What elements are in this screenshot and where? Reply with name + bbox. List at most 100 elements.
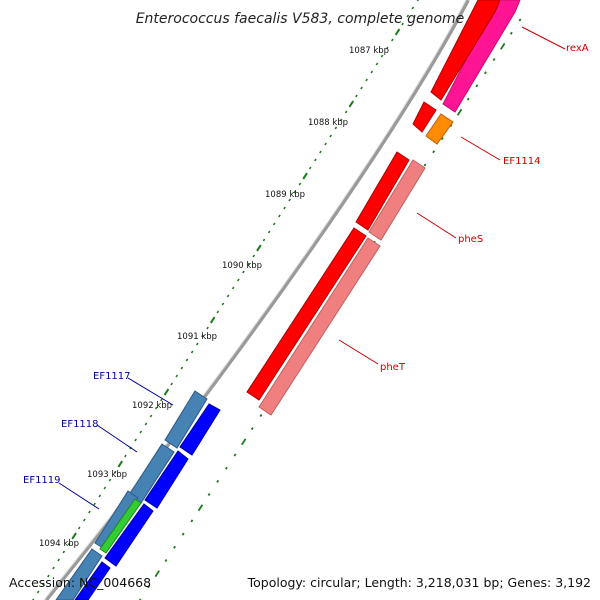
gene-EF1117-blue[interactable] xyxy=(179,403,221,456)
label-EF1117: EF1117 xyxy=(93,371,131,382)
minor-tick-mark xyxy=(88,510,91,514)
minor-tick-mark xyxy=(190,519,194,523)
major-tick-mark xyxy=(256,244,262,252)
gene-EF1114[interactable] xyxy=(425,113,454,145)
minor-tick-mark xyxy=(293,190,297,194)
gene-red-upper[interactable] xyxy=(430,0,501,101)
minor-tick-mark xyxy=(98,494,102,498)
minor-tick-mark xyxy=(173,545,176,549)
minor-tick-mark xyxy=(62,550,66,554)
minor-tick-mark xyxy=(259,414,263,417)
minor-tick-mark xyxy=(206,326,209,330)
minor-tick-mark xyxy=(180,366,184,370)
accession-text: Accession: NC_004668 xyxy=(9,575,151,590)
minor-tick-mark xyxy=(385,46,389,50)
minor-tick-mark xyxy=(233,453,237,457)
label-rexA: rexA xyxy=(566,43,589,54)
minor-tick-mark xyxy=(41,582,45,586)
minor-tick-mark xyxy=(216,310,220,314)
major-tick-mark xyxy=(240,438,247,446)
minor-tick-mark xyxy=(185,358,189,362)
minor-tick-mark xyxy=(181,532,185,536)
label-EF1114: EF1114 xyxy=(503,156,541,167)
minor-tick-mark xyxy=(113,470,117,474)
gene-EF1119-green[interactable] xyxy=(99,498,142,554)
minor-tick-mark xyxy=(267,230,271,234)
major-tick-mark xyxy=(197,504,204,512)
gene-lower-steel[interactable] xyxy=(55,548,103,600)
minor-tick-mark xyxy=(83,518,86,522)
gene-small-red[interactable] xyxy=(412,101,437,133)
tick-label: 1089 kbp xyxy=(265,190,305,200)
minor-tick-mark xyxy=(344,110,348,114)
topology-text: Topology: circular; Length: 3,218,031 bp… xyxy=(247,575,591,590)
gene-EF1117[interactable] xyxy=(164,390,208,449)
minor-tick-mark xyxy=(242,270,245,274)
tick-label: 1094 kbp xyxy=(39,539,79,549)
minor-tick-mark xyxy=(360,86,363,90)
major-tick-mark xyxy=(500,42,506,50)
minor-tick-mark xyxy=(144,422,148,426)
minor-tick-mark xyxy=(252,254,256,258)
gene-pheT-red[interactable] xyxy=(246,227,367,401)
minor-tick-mark xyxy=(226,294,230,298)
minor-tick-mark xyxy=(103,486,107,490)
map-title: Enterococcus faecalis V583, complete gen… xyxy=(136,11,465,27)
minor-tick-mark xyxy=(329,134,333,138)
minor-tick-mark xyxy=(36,590,40,594)
gene-pheS[interactable] xyxy=(368,159,426,241)
minor-tick-mark xyxy=(247,262,250,266)
major-tick-mark xyxy=(302,172,308,180)
minor-tick-mark xyxy=(195,342,199,346)
minor-tick-mark xyxy=(147,585,151,589)
tick-label: 1091 kbp xyxy=(177,332,217,342)
gene-pheT[interactable] xyxy=(258,237,381,416)
label-EF1119: EF1119 xyxy=(23,475,61,486)
minor-tick-mark xyxy=(124,454,127,458)
minor-tick-mark xyxy=(52,566,55,570)
minor-tick-mark xyxy=(32,598,35,600)
major-tick-mark xyxy=(456,108,463,116)
minor-tick-mark xyxy=(108,478,112,482)
minor-tick-mark xyxy=(298,182,302,186)
minor-tick-mark xyxy=(288,198,291,202)
minor-tick-mark xyxy=(375,62,379,66)
minor-tick-mark xyxy=(190,350,194,354)
minor-tick-mark xyxy=(160,398,163,402)
tick-label: 1090 kbp xyxy=(222,261,262,271)
gene-EF1118-blue[interactable] xyxy=(144,450,189,509)
minor-tick-mark xyxy=(149,414,153,418)
major-tick-mark xyxy=(209,316,216,324)
minor-tick-mark xyxy=(334,126,338,130)
gene-lower-blue[interactable] xyxy=(74,561,111,600)
label-leaders xyxy=(58,26,566,510)
minor-tick-mark xyxy=(423,163,427,167)
major-tick-mark xyxy=(348,100,355,108)
minor-tick-mark xyxy=(509,31,513,35)
minor-tick-mark xyxy=(355,94,358,98)
minor-tick-mark xyxy=(164,559,168,562)
forward-genes xyxy=(246,0,521,416)
minor-tick-mark xyxy=(380,54,384,58)
major-tick-mark xyxy=(117,460,124,468)
minor-tick-mark xyxy=(391,38,394,42)
gene-EF1119-blue[interactable] xyxy=(104,503,154,567)
minor-tick-mark xyxy=(67,542,71,546)
minor-tick-mark xyxy=(416,0,419,2)
minor-tick-mark xyxy=(57,558,60,562)
reverse-genes xyxy=(55,390,221,600)
gene-pheS-red[interactable] xyxy=(355,151,410,231)
minor-tick-mark xyxy=(466,97,470,101)
minor-tick-mark xyxy=(93,502,96,506)
minor-tick-mark xyxy=(175,374,179,378)
minor-tick-mark xyxy=(411,6,415,10)
genome-backbone-highlight xyxy=(43,0,467,600)
minor-tick-mark xyxy=(308,166,312,170)
minor-tick-mark xyxy=(365,78,368,82)
gene-rexA[interactable] xyxy=(442,0,521,113)
minor-tick-mark xyxy=(283,206,286,210)
minor-tick-mark xyxy=(207,493,211,496)
minor-tick-mark xyxy=(262,238,266,242)
label-EF1118: EF1118 xyxy=(61,419,99,430)
